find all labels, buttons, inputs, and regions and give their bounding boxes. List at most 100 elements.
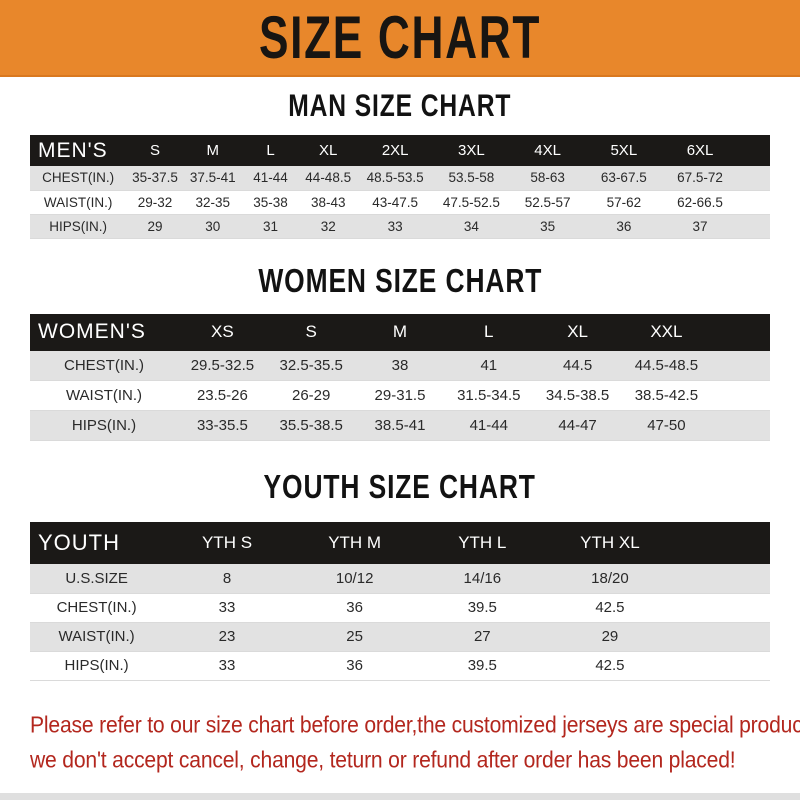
section-women: WOMEN SIZE CHART WOMEN'S XS S M L XL XXL CHEST(I… (0, 239, 800, 441)
size-column-header: XL (319, 142, 338, 159)
size-column-header: M (392, 322, 408, 341)
header-spacer (711, 314, 770, 351)
row-label: CHEST(IN.) (42, 170, 115, 186)
section-title-text: MAN SIZE CHART (288, 88, 512, 123)
table-row: CHEST(IN.) 33 36 39.5 42.5 (30, 593, 770, 622)
table-header-row: MEN'S S M L XL 2XL 3XL 4XL 5XL 6XL (30, 135, 770, 166)
table-header-row: YOUTH YTH S YTH M YTH L YTH XL (30, 522, 770, 564)
table-row: CHEST(IN.) 29.5-32.5 32.5-35.5 38 41 44.5 44.5… (30, 350, 770, 381)
footer-note: Please refer to our size chart before or… (30, 707, 800, 779)
section-title-men: MAN SIZE CHART (0, 77, 800, 135)
table-row: WAIST(IN.) 29-32 32-35 35-38 38-43 43-47.5 47.… (30, 190, 770, 214)
table-header-label: WOMEN'S (38, 320, 146, 343)
size-column-header: S (150, 142, 161, 159)
table-row: WAIST(IN.) 23 25 27 29 (30, 622, 770, 651)
size-table-men: MEN'S S M L XL 2XL 3XL 4XL 5XL 6XL CHEST(IN.) 35-37… (30, 135, 770, 239)
size-value-cell: 34 (463, 218, 479, 234)
row-label: WAIST(IN.) (43, 194, 113, 210)
size-value-cell: 29 (601, 628, 619, 645)
size-column-header: YTH S (201, 533, 253, 552)
size-value-cell: 47.5-52.5 (442, 194, 500, 210)
size-value-cell: 38 (391, 356, 409, 374)
section-youth: YOUTH SIZE CHART YOUTH YTH S YTH M YTH L YTH … (0, 441, 800, 681)
row-label: CHEST(IN.) (64, 356, 144, 374)
size-value-cell: 38-43 (310, 194, 346, 210)
size-value-cell: 38.5-42.5 (634, 387, 699, 404)
row-label: CHEST(IN.) (56, 599, 137, 616)
size-value-cell: 33 (218, 599, 236, 616)
section-title-women: WOMEN SIZE CHART (0, 239, 800, 314)
banner: SIZE CHART (0, 0, 800, 77)
size-value-cell: 53.5-58 (448, 170, 495, 186)
size-value-cell: 39.5 (467, 599, 497, 616)
row-spacer (674, 564, 770, 593)
size-value-cell: 63-67.5 (600, 170, 647, 186)
size-value-cell: 35-37.5 (132, 170, 178, 186)
row-spacer (738, 190, 770, 214)
row-spacer (711, 381, 770, 411)
size-value-cell: 29-31.5 (374, 387, 426, 404)
size-value-cell: 57-62 (606, 194, 642, 210)
size-value-cell: 38.5-41 (374, 417, 426, 434)
size-value-cell: 39.5 (467, 657, 497, 674)
row-label: U.S.SIZE (65, 569, 128, 587)
size-value-cell: 31 (262, 218, 278, 234)
size-value-cell: 62-66.5 (677, 194, 723, 210)
size-chart-sections: MAN SIZE CHART MEN'S S M L XL 2XL 3XL 4XL 5XL 6XL C… (0, 77, 800, 681)
size-value-cell: 29-32 (137, 194, 173, 210)
size-value-cell: 30 (205, 218, 221, 234)
row-spacer (711, 351, 770, 381)
section-men: MAN SIZE CHART MEN'S S M L XL 2XL 3XL 4XL 5XL 6XL C… (0, 77, 800, 239)
size-value-cell: 26-29 (292, 387, 331, 404)
row-label: WAIST(IN.) (58, 628, 135, 645)
size-value-cell: 41 (480, 356, 498, 374)
size-value-cell: 44.5-48.5 (634, 356, 699, 374)
table-row: HIPS(IN.) 33 36 39.5 42.5 (30, 651, 770, 680)
size-value-cell: 48.5-53.5 (366, 170, 424, 186)
size-value-cell: 36 (616, 218, 632, 234)
row-spacer (674, 651, 770, 680)
size-value-cell: 25 (346, 628, 363, 645)
size-value-cell: 42.5 (595, 599, 625, 616)
size-column-header: S (305, 322, 317, 341)
size-value-cell: 41-44 (253, 170, 288, 186)
table-row: U.S.SIZE 8 10/12 14/16 18/20 (30, 564, 770, 593)
size-value-cell: 36 (346, 599, 363, 616)
table-header-row: WOMEN'S XS S M L XL XXL (30, 313, 770, 351)
size-column-header: YTH M (328, 533, 382, 552)
size-table-women: WOMEN'S XS S M L XL XXL CHEST(IN.) 29.5-32.5 32.5… (30, 313, 770, 441)
footer-line-2: we don't accept cancel, change, teturn o… (30, 746, 736, 773)
size-value-cell: 31.5-34.5 (457, 387, 521, 404)
size-value-cell: 32.5-35.5 (279, 356, 343, 374)
row-label: HIPS(IN.) (71, 417, 137, 434)
size-value-cell: 41-44 (469, 417, 508, 434)
table-row: HIPS(IN.) 33-35.5 35.5-38.5 38.5-41 41-44 44-… (30, 410, 770, 441)
footer-line-1: Please refer to our size chart before or… (30, 710, 800, 737)
size-value-cell: 29 (147, 218, 163, 234)
size-column-header: M (206, 142, 220, 159)
size-column-header: YTH XL (580, 533, 640, 552)
table-row: HIPS(IN.) 29 30 31 32 33 34 35 36 37 (30, 214, 770, 238)
size-value-cell: 14/16 (463, 569, 502, 587)
size-value-cell: 44.5 (562, 356, 593, 374)
size-value-cell: 44-48.5 (305, 170, 352, 186)
size-column-header: L (484, 322, 494, 341)
size-value-cell: 67.5-72 (677, 170, 723, 186)
row-spacer (711, 411, 770, 441)
size-value-cell: 33 (218, 657, 236, 674)
size-value-cell: 35 (540, 218, 556, 234)
size-value-cell: 42.5 (595, 657, 625, 674)
bottom-edge-strip (0, 793, 800, 800)
size-column-header: YTH L (458, 533, 507, 552)
table-header-label: MEN'S (38, 138, 108, 162)
section-title-text: WOMEN SIZE CHART (258, 262, 542, 300)
size-value-cell: 43-47.5 (372, 194, 419, 210)
size-value-cell: 23 (218, 628, 236, 645)
size-column-header: 2XL (381, 142, 409, 159)
section-title-text: YOUTH SIZE CHART (263, 468, 537, 506)
table-row: WAIST(IN.) 23.5-26 26-29 29-31.5 31.5-34.5 34… (30, 380, 770, 411)
size-value-cell: 8 (222, 569, 232, 587)
size-column-header: XL (567, 322, 588, 341)
size-column-header: L (266, 142, 275, 159)
header-spacer (738, 135, 770, 166)
